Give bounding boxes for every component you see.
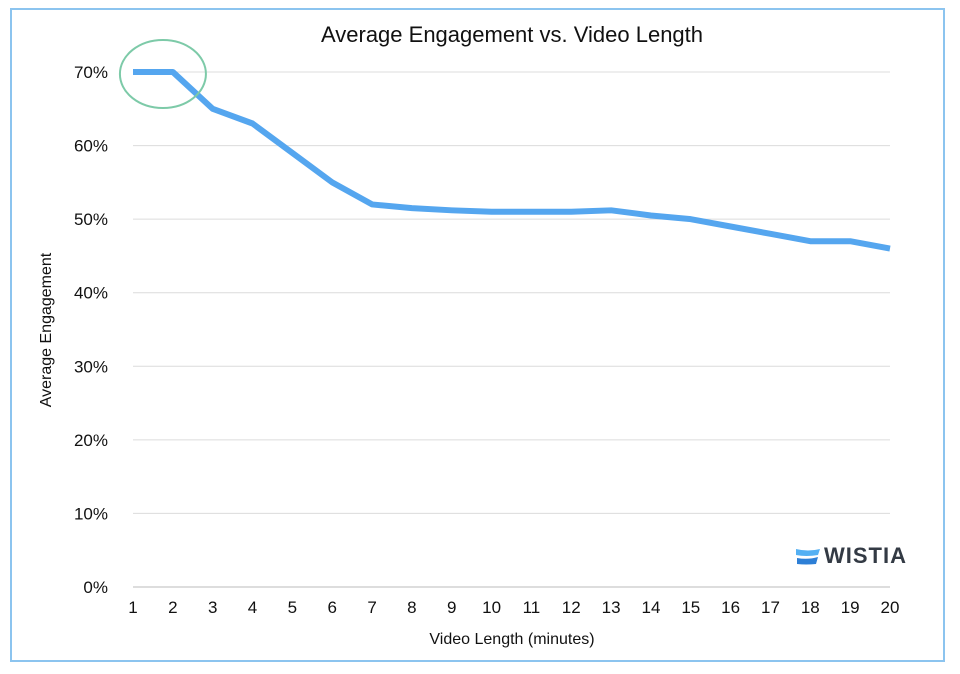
wistia-mark-icon: [796, 549, 820, 565]
highlight-ellipse: [118, 39, 207, 109]
y-axis-label: Average Engagement: [38, 252, 55, 407]
x-tick-label: 4: [248, 598, 257, 617]
x-tick-label: 9: [447, 598, 456, 617]
wistia-logo: WISTIA: [796, 543, 907, 569]
x-tick-label: 10: [482, 598, 501, 617]
chart-title: Average Engagement vs. Video Length: [321, 22, 703, 47]
x-tick-label: 17: [761, 598, 780, 617]
y-tick-label: 50%: [74, 210, 108, 229]
engagement-line: [133, 69, 891, 252]
y-tick-label: 70%: [74, 63, 108, 82]
chart-frame: [10, 8, 945, 662]
x-tick-label: 11: [523, 598, 541, 617]
x-tick-label: 1: [128, 598, 137, 617]
y-tick-label: 20%: [74, 431, 108, 450]
x-tick-label: 2: [168, 598, 177, 617]
x-tick-label: 5: [288, 598, 297, 617]
y-tick-label: 40%: [74, 284, 108, 303]
x-tick-label: 6: [327, 598, 336, 617]
x-tick-label: 3: [208, 598, 217, 617]
y-tick-label: 60%: [74, 137, 108, 156]
x-tick-label: 8: [407, 598, 416, 617]
x-tick-label: 18: [801, 598, 820, 617]
y-tick-label: 0%: [83, 578, 108, 597]
x-axis-label: Video Length (minutes): [429, 631, 594, 648]
x-tick-label: 15: [681, 598, 700, 617]
y-tick-label: 30%: [74, 357, 108, 376]
x-tick-label: 12: [562, 598, 581, 617]
x-tick-label: 7: [367, 598, 376, 617]
x-tick-label: 13: [602, 598, 621, 617]
x-tick-label: 16: [721, 598, 740, 617]
wistia-wordmark: WISTIA: [824, 543, 907, 568]
x-tick-label: 19: [841, 598, 860, 617]
x-tick-label: 20: [881, 598, 900, 617]
y-tick-label: 10%: [74, 504, 108, 523]
x-tick-label: 14: [641, 598, 660, 617]
